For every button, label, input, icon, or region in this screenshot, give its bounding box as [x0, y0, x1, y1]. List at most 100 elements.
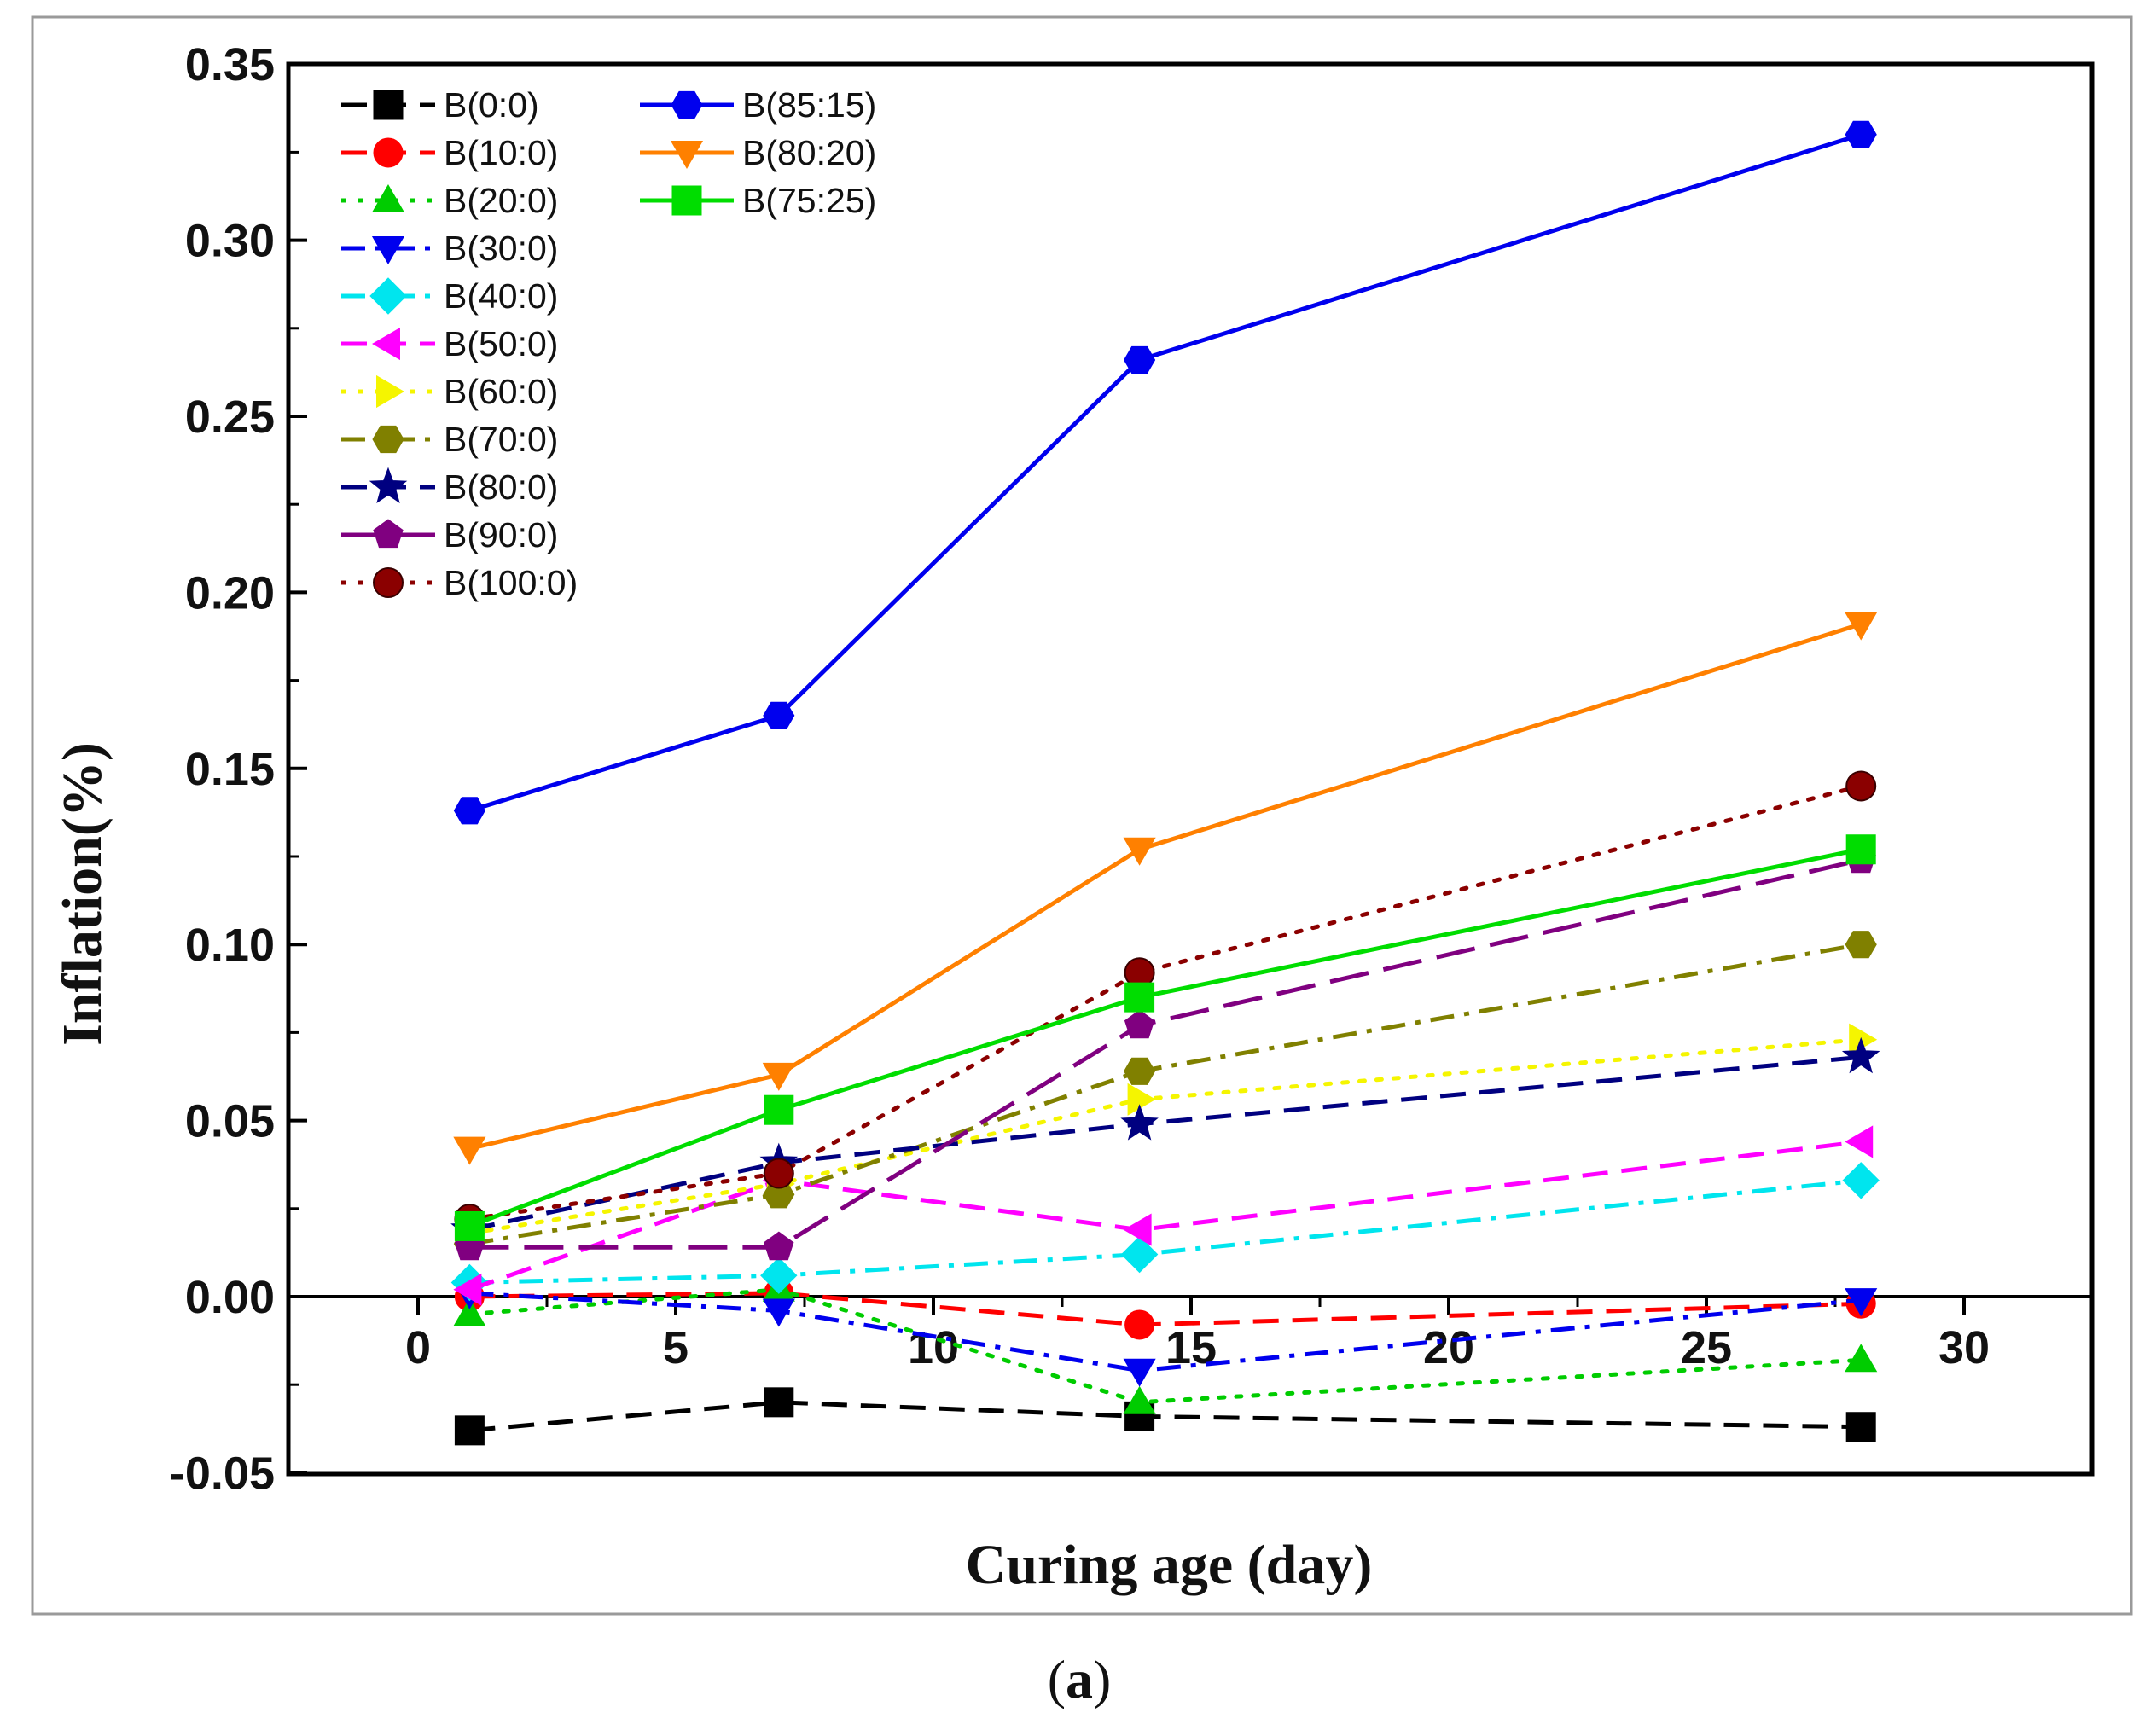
x-tick-label: 10 — [908, 1322, 959, 1373]
x-axis-title: Curing age (day) — [966, 1534, 1373, 1596]
series-line — [468, 132, 1862, 813]
data-point — [1845, 1344, 1878, 1373]
data-point — [764, 1231, 794, 1261]
series-line — [468, 847, 1862, 1228]
y-tick-label: 0.10 — [185, 920, 275, 971]
figure-border — [31, 15, 2133, 1616]
legend-label: B(60:0) — [444, 372, 558, 411]
legend-item: B(0:0) — [341, 85, 539, 125]
data-point — [1120, 1104, 1159, 1141]
x-tick-label: 0 — [405, 1322, 431, 1373]
data-point — [453, 797, 485, 825]
caption-open-paren: ( — [1048, 1649, 1066, 1709]
legend-label: B(50:0) — [444, 324, 558, 363]
data-point — [1845, 1125, 1874, 1158]
legend-item: B(100:0) — [341, 563, 578, 602]
legend-marker — [369, 467, 408, 503]
figure-caption: (a) — [1048, 1649, 1112, 1709]
data-point — [1123, 1213, 1152, 1246]
x-tick-label: 20 — [1423, 1322, 1474, 1373]
x-tick-label: 25 — [1681, 1322, 1732, 1373]
series-line — [468, 622, 1862, 1152]
legend-marker — [671, 185, 702, 216]
series-line — [469, 1400, 1862, 1433]
legend-item: B(40:0) — [341, 276, 558, 316]
y-tick-label: -0.05 — [170, 1448, 275, 1499]
legend-marker — [373, 567, 404, 598]
series-line — [469, 1291, 1862, 1373]
data-point — [764, 1094, 794, 1125]
data-point — [763, 1158, 794, 1189]
data-point — [1842, 1162, 1880, 1199]
data-point — [454, 1210, 485, 1241]
series-line — [467, 1037, 1863, 1236]
data-point — [762, 1298, 795, 1327]
legend-marker — [376, 374, 404, 409]
y-tick-label: 0.20 — [185, 567, 275, 618]
legend-marker — [373, 90, 404, 120]
legend-marker — [372, 327, 400, 361]
legend-marker — [671, 90, 703, 119]
legend-item: B(80:20) — [640, 133, 876, 172]
data-point — [453, 1136, 486, 1165]
data-point — [1124, 1009, 1155, 1039]
y-axis-title: Inflation(%) — [51, 742, 113, 1046]
legend: B(0:0) B(10:0) B(20:0) B(30:0) B(40:0) B(50:0… — [341, 85, 876, 602]
legend-label: B(0:0) — [444, 85, 539, 125]
legend-item: B(85:15) — [640, 85, 876, 125]
legend-marker — [372, 425, 404, 454]
series-b-40-0 — [450, 1162, 1880, 1302]
legend-label: B(75:25) — [742, 181, 876, 220]
legend-label: B(80:0) — [444, 467, 558, 507]
legend-marker — [371, 184, 405, 212]
x-tick-label: 30 — [1938, 1322, 1990, 1373]
y-tick-label: 0.05 — [185, 1096, 275, 1147]
data-point — [1845, 120, 1877, 148]
y-tick-label: 0.15 — [185, 744, 275, 795]
data-point — [1124, 1057, 1156, 1085]
legend-item: B(70:0) — [341, 420, 558, 459]
y-tick-label: 0.35 — [185, 39, 275, 90]
legend-label: B(85:15) — [742, 85, 876, 125]
legend-marker — [369, 277, 407, 315]
legend-label: B(20:0) — [444, 181, 558, 220]
legend-marker — [371, 236, 405, 264]
series-line — [469, 1291, 1862, 1327]
caption-letter: a — [1066, 1649, 1093, 1709]
legend-marker — [373, 137, 404, 168]
data-point — [763, 701, 795, 729]
data-point — [762, 1062, 795, 1091]
data-point — [1124, 1309, 1155, 1340]
data-point — [1845, 931, 1877, 959]
legend-item: B(75:25) — [640, 181, 876, 220]
data-point — [453, 1273, 482, 1306]
data-point — [764, 1387, 794, 1418]
legend-label: B(70:0) — [444, 420, 558, 459]
legend-item: B(80:0) — [341, 467, 558, 507]
legend-marker — [670, 141, 704, 169]
series-line — [468, 1139, 1862, 1292]
series-line — [467, 783, 1863, 1222]
legend-label: B(90:0) — [444, 515, 558, 554]
y-tick-label: 0.30 — [185, 216, 275, 267]
data-point — [1845, 1412, 1876, 1442]
y-tick-label: 0.25 — [185, 392, 275, 443]
legend-item: B(90:0) — [341, 515, 558, 554]
legend-item: B(60:0) — [341, 372, 558, 411]
legend-item: B(50:0) — [341, 324, 558, 363]
legend-item: B(10:0) — [341, 133, 558, 172]
data-point — [1123, 1358, 1156, 1387]
plot-area: -0.05 0.00 0.05 0.10 0.15 0.20 0.25 0.30 0.35 0 5 1… — [170, 39, 2095, 1499]
caption-close-paren: ) — [1093, 1649, 1111, 1709]
series-line — [469, 942, 1862, 1246]
data-point — [1845, 1288, 1878, 1317]
legend-item: B(20:0) — [341, 181, 558, 220]
data-point — [760, 1257, 798, 1294]
data-point — [1127, 1083, 1156, 1116]
x-tick-label: 5 — [663, 1322, 689, 1373]
data-point — [1124, 345, 1156, 374]
data-point — [454, 1415, 485, 1446]
legend-label: B(10:0) — [444, 133, 558, 172]
series-b-80-20 — [453, 612, 1878, 1165]
